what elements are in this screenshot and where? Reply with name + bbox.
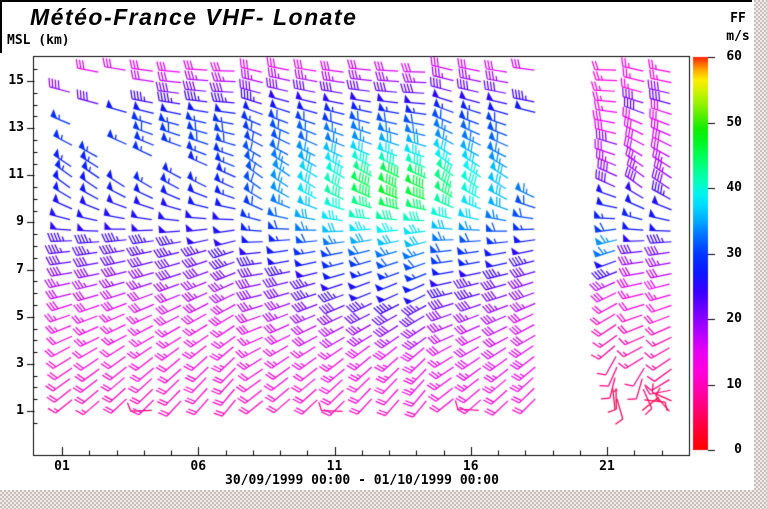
y-tick-label: 3 [16, 355, 24, 371]
x-tick-label: 11 [326, 459, 343, 474]
colorbar-tick-label: 40 [726, 180, 742, 195]
chart-title: Météo-France VHF- Lonate [30, 4, 358, 30]
y-tick-label: 1 [16, 403, 24, 418]
window-top-border [0, 0, 752, 2]
x-tick-label: 16 [462, 459, 479, 474]
x-tick-label: 01 [54, 459, 70, 474]
y-axis-label: MSL (km) [7, 33, 70, 48]
y-tick-label: 13 [8, 120, 24, 136]
y-tick-label: 15 [8, 73, 24, 88]
colorbar-title: FF [730, 11, 746, 26]
colorbar-tick-label: 50 [726, 114, 742, 130]
y-tick-label: 7 [16, 261, 24, 277]
y-tick-label: 9 [16, 214, 24, 230]
colorbar-tick-label: 20 [726, 311, 742, 326]
y-tick-label: 11 [8, 167, 24, 183]
colorbar-tick-label: 10 [726, 376, 742, 392]
colorbar-units: m/s [726, 29, 750, 44]
time-range-caption: 30/09/1999 00:00 - 01/10/1999 00:00 [225, 473, 499, 488]
colorbar-tick-label: 60 [726, 49, 742, 64]
x-tick-label: 21 [599, 459, 615, 474]
y-tick-label: 5 [16, 308, 24, 324]
x-tick-label: 06 [190, 459, 207, 474]
colorbar-tick-label: 0 [734, 442, 742, 457]
colorbar-tick-label: 30 [726, 245, 742, 261]
window-left-border [0, 0, 2, 53]
